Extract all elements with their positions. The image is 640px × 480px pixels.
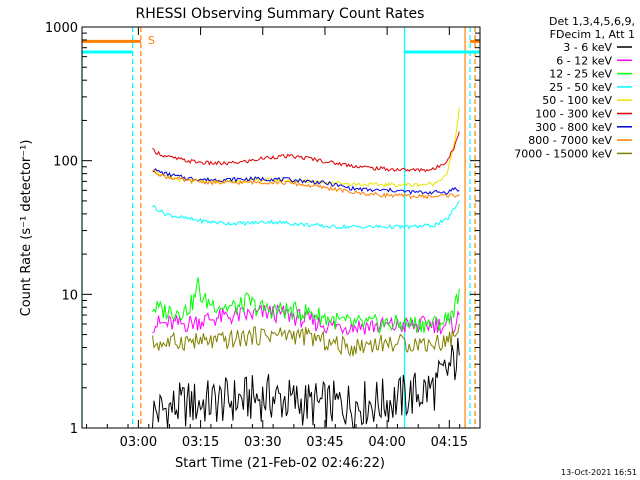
series-line-5 (152, 131, 460, 173)
plot-area: S (81, 27, 480, 429)
timestamp: 13-Oct-2021 16:51 (561, 468, 637, 477)
legend-label: 25 - 50 keV (549, 81, 612, 94)
x-axis: 03:00 03:15 03:30 03:45 04:00 04:15 (86, 27, 468, 450)
series-line-3 (152, 200, 460, 230)
flag-marker-label: S (148, 34, 155, 47)
legend-label: 300 - 800 keV (535, 121, 612, 134)
x-tick-label: 03:30 (244, 435, 281, 450)
legend-label: 6 - 12 keV (556, 54, 612, 67)
series-line-7 (152, 168, 460, 200)
x-axis-label: Start Time (21-Feb-02 02:46:22) (175, 456, 385, 471)
series-line-0 (152, 337, 460, 429)
legend-label: 3 - 6 keV (563, 41, 612, 54)
legend-header-2: FDecim 1, Att 1 (550, 28, 635, 41)
plot-frame (81, 26, 481, 429)
x-tick-label: 03:00 (120, 435, 157, 450)
y-axis: 1 10 100 1000 (45, 21, 480, 437)
y-tick-label: 1000 (45, 21, 78, 36)
chart-title: RHESSI Observing Summary Count Rates (136, 6, 425, 22)
series-line-8 (152, 323, 460, 357)
legend-label: 12 - 25 keV (549, 68, 612, 81)
series-line-6 (152, 168, 460, 195)
y-tick-label: 1 (70, 422, 78, 437)
x-tick-label: 03:45 (306, 435, 343, 450)
y-tick-label: 10 (61, 288, 78, 303)
legend-label: 7000 - 15000 keV (514, 147, 612, 160)
legend-header-1: Det 1,3,4,5,6,9, (549, 15, 635, 28)
legend-label: 800 - 7000 keV (528, 134, 612, 147)
y-axis-label: Count Rate (s⁻¹ detector⁻¹) (19, 140, 34, 317)
x-tick-label: 04:00 (368, 435, 405, 450)
legend-label: 100 - 300 keV (535, 108, 612, 121)
x-tick-label: 03:15 (182, 435, 219, 450)
x-tick-label: 04:15 (431, 435, 468, 450)
legend-label: 50 - 100 keV (542, 94, 612, 107)
series-line-2 (152, 277, 460, 335)
y-tick-label: 100 (53, 155, 78, 170)
